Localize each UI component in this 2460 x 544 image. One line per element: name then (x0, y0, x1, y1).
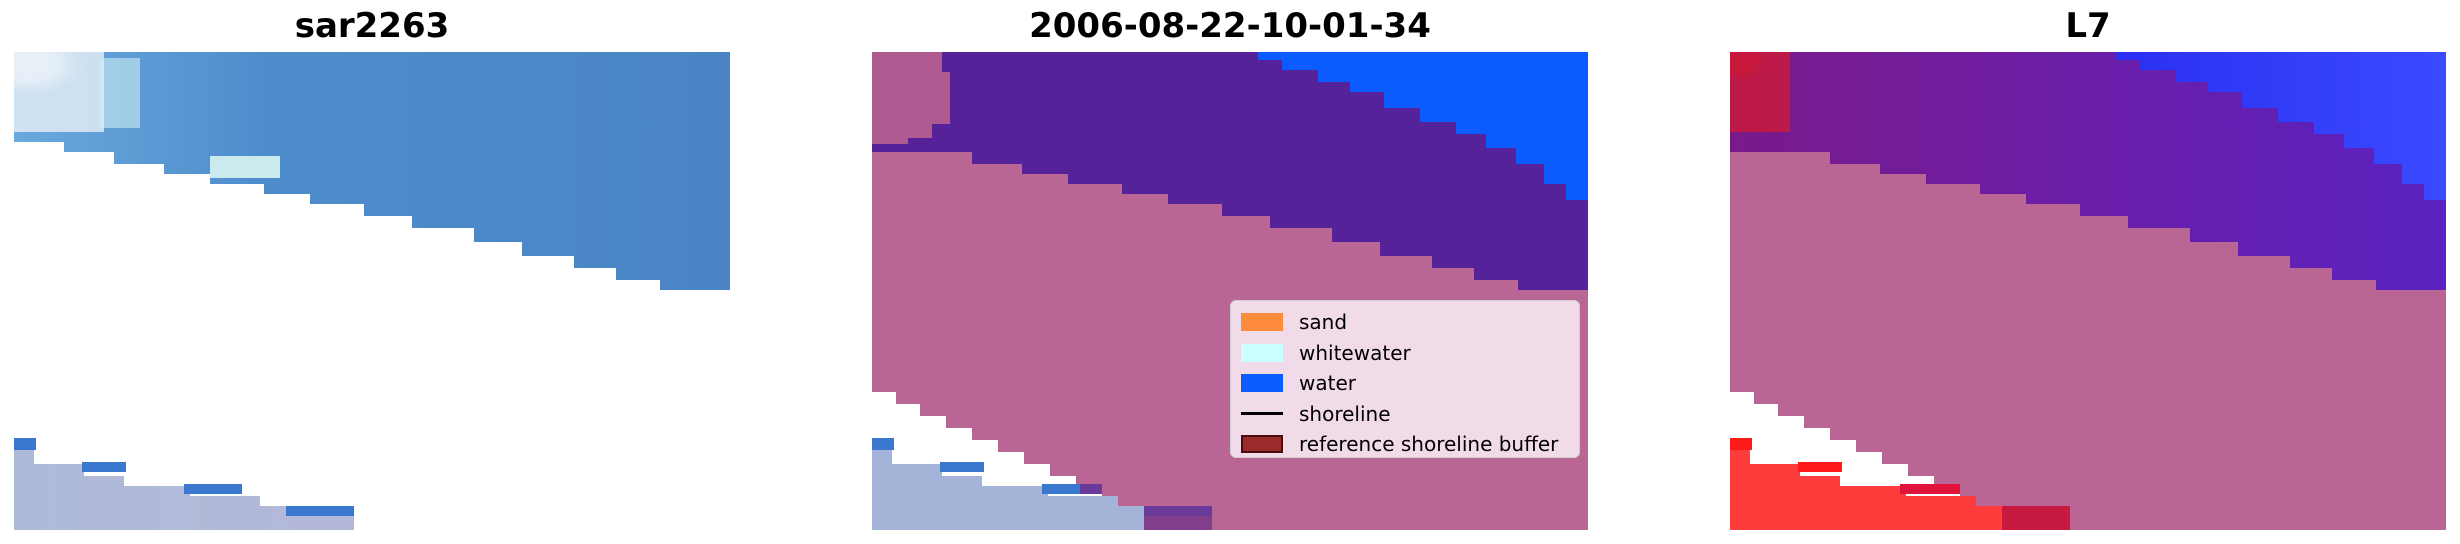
legend-label: water (1299, 371, 1356, 396)
whitewater-swatch-icon (1241, 343, 1283, 362)
water-index-blue (2116, 52, 2446, 200)
panel-title-classification: 2006-08-22-10-01-34 (1029, 6, 1431, 46)
buffer-swatch-icon (1241, 435, 1283, 454)
shoreline-line-icon (1241, 412, 1283, 416)
panel-title-rgb: sar2263 (294, 6, 450, 46)
l7-panel (1730, 52, 2446, 530)
water-class-blue (1258, 52, 1588, 200)
legend-label: reference shoreline buffer (1299, 432, 1559, 457)
rgb-image (14, 52, 730, 530)
legend-item-sand: sand (1241, 307, 1569, 338)
legend-item-shoreline: shoreline (1241, 399, 1569, 430)
rgb-image-panel (14, 52, 730, 530)
legend-item-whitewater: whitewater (1241, 338, 1569, 369)
panel-title-mndwi: L7 (2065, 6, 2111, 46)
water-class-purple (872, 52, 1588, 290)
water-swatch-icon (1241, 374, 1283, 393)
legend-label: whitewater (1299, 340, 1411, 365)
l7-image (1730, 52, 2446, 530)
legend-item-water: water (1241, 368, 1569, 399)
sand-swatch-icon (1241, 313, 1283, 332)
legend-item-reference-buffer: reference shoreline buffer (1241, 429, 1569, 460)
legend-label: sand (1299, 310, 1348, 335)
legend-label: shoreline (1299, 401, 1391, 426)
legend: sand whitewater water shoreline referenc… (1230, 300, 1580, 458)
